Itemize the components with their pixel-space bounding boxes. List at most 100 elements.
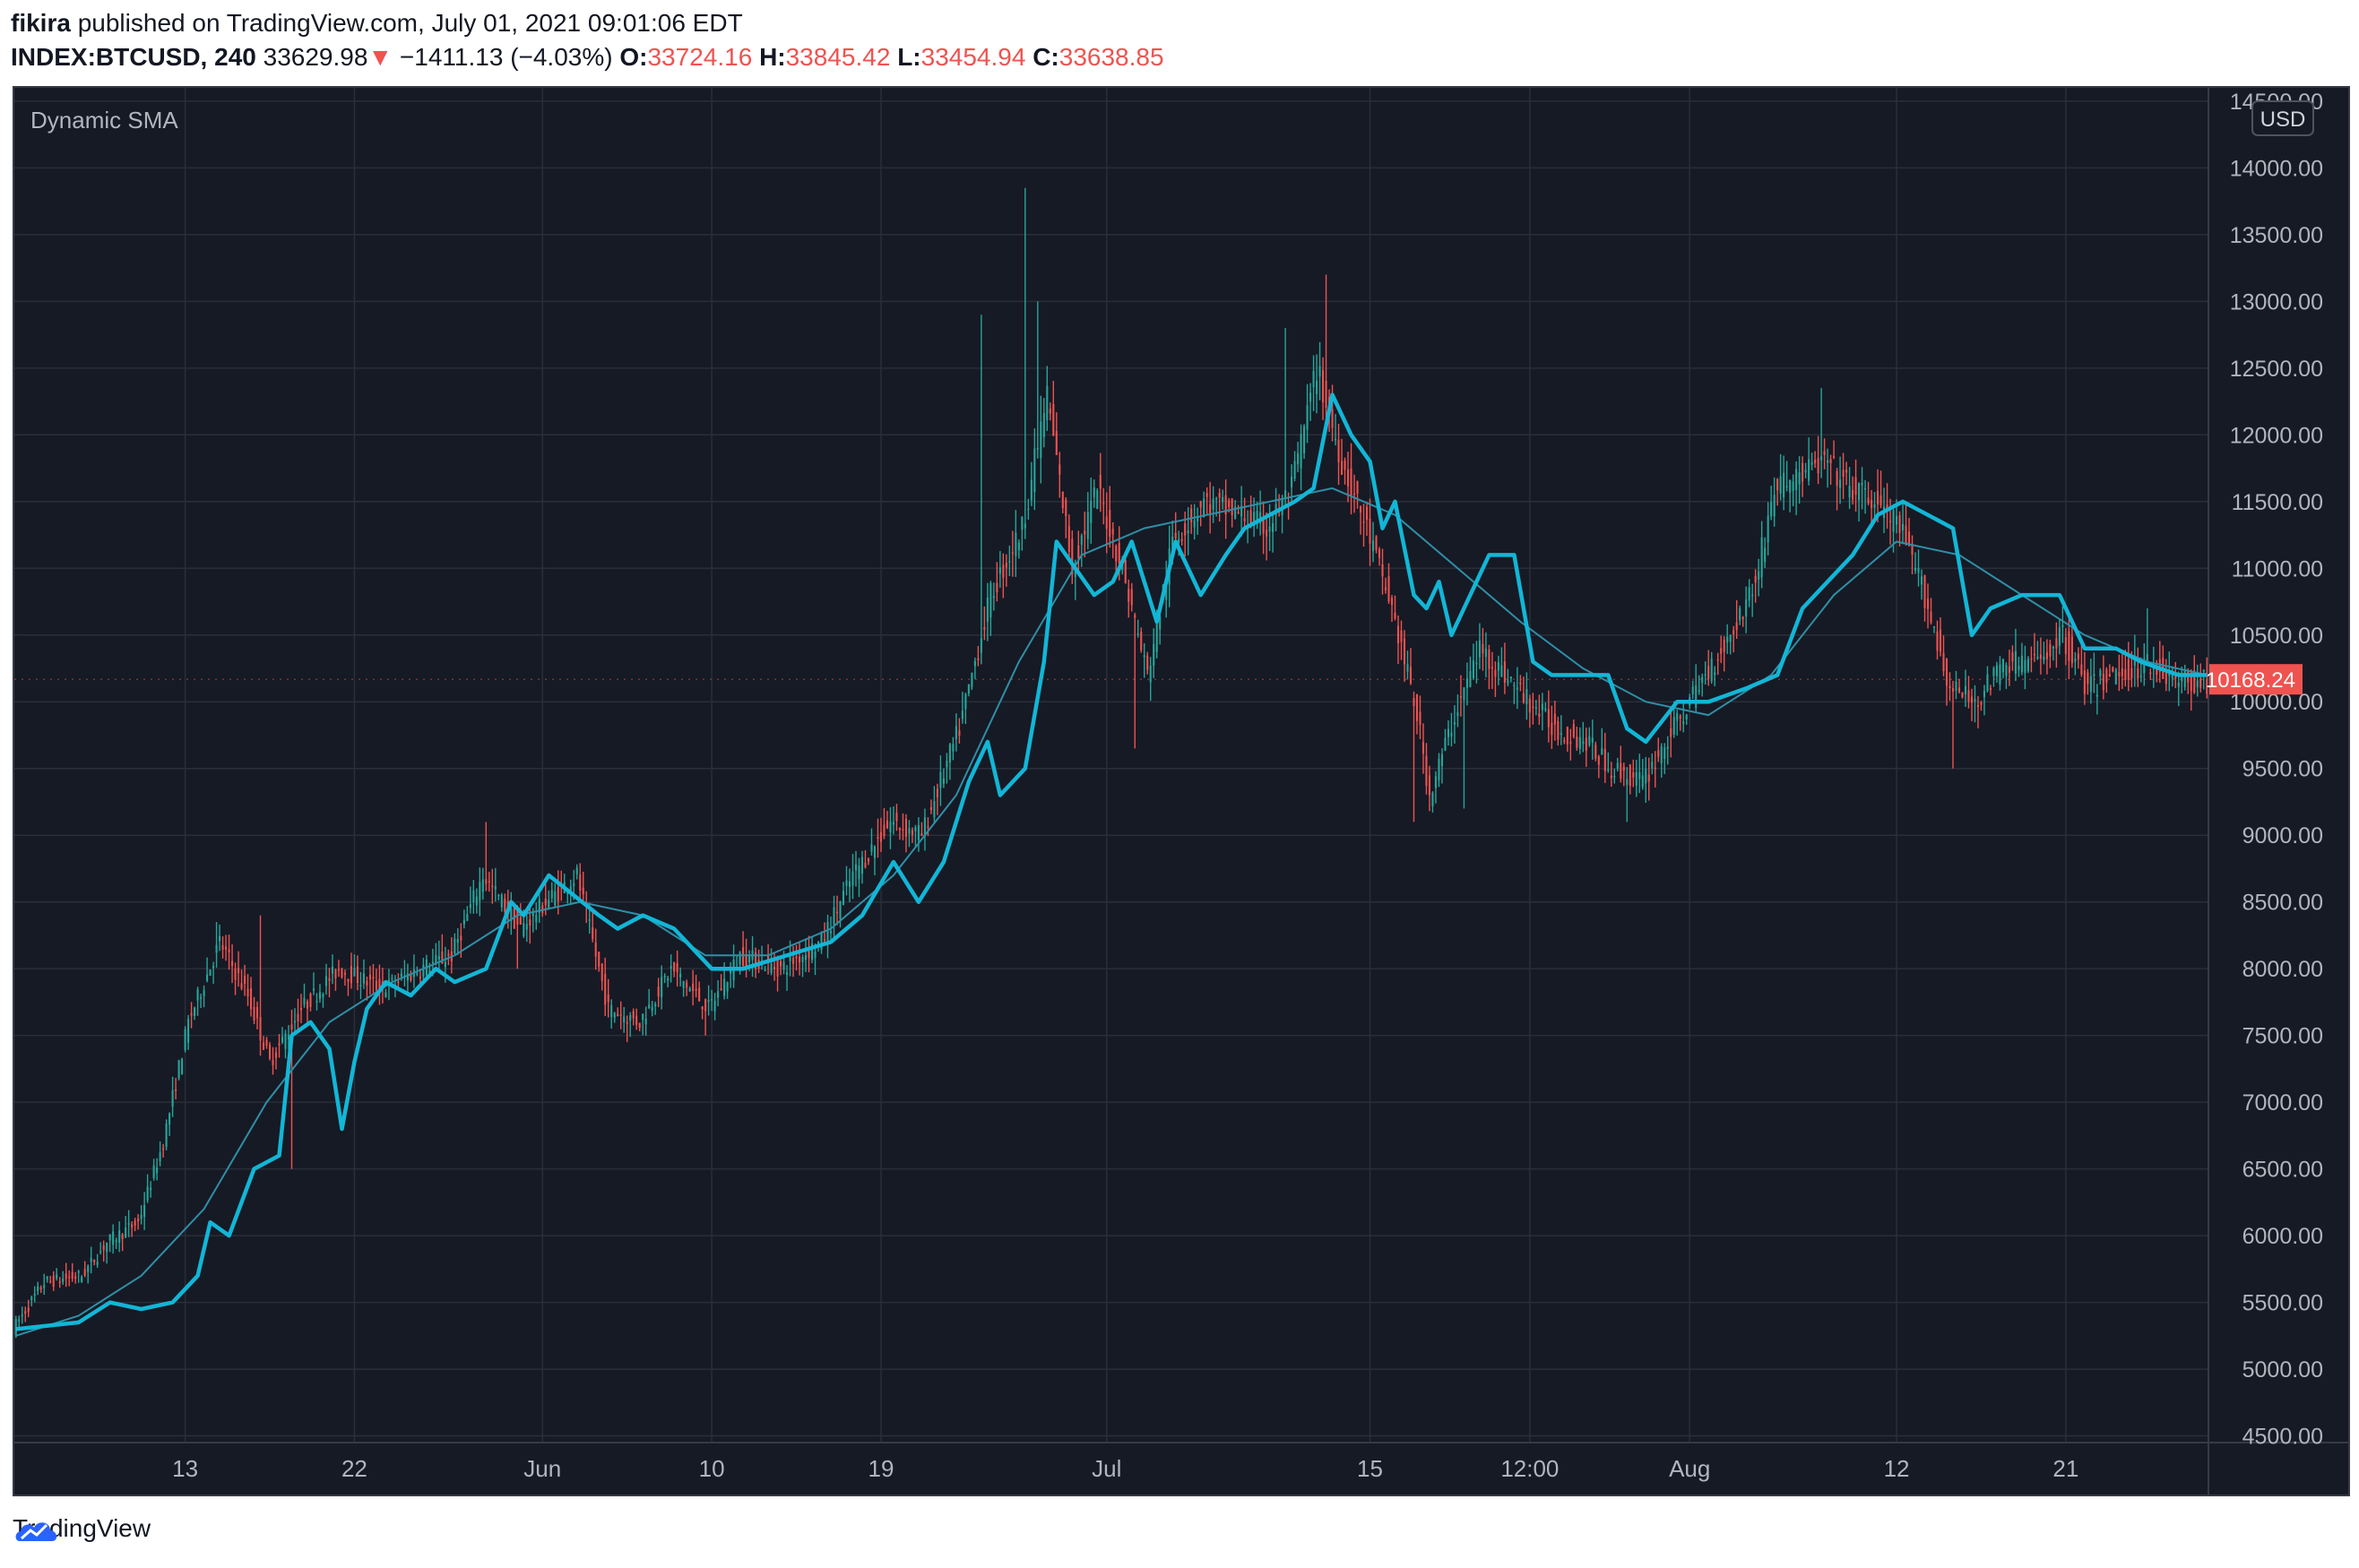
candle-body bbox=[281, 1036, 284, 1043]
candle-body bbox=[1077, 545, 1080, 559]
candle-body bbox=[1128, 588, 1130, 602]
candle-body bbox=[992, 596, 995, 599]
candle-body bbox=[2008, 666, 2010, 673]
candle-body bbox=[184, 1029, 186, 1051]
candle-body bbox=[867, 858, 870, 862]
candle-body bbox=[410, 974, 412, 980]
candle-body bbox=[2165, 670, 2167, 685]
candle-body bbox=[1293, 461, 1296, 479]
candle-body bbox=[651, 1006, 653, 1012]
price-chart[interactable]: 4500.00 5000.00 5500.00 6000.00 6500.00 7000.… bbox=[14, 88, 2348, 1495]
candle-body bbox=[713, 1000, 716, 1012]
candle-body bbox=[1871, 500, 1873, 509]
candle-body bbox=[1316, 380, 1318, 394]
candle-body bbox=[491, 885, 494, 887]
candle-body bbox=[1118, 543, 1120, 564]
candle-body bbox=[523, 923, 525, 937]
candle-body bbox=[1733, 630, 1735, 634]
candle-body bbox=[929, 806, 932, 811]
candle-body bbox=[1616, 762, 1619, 769]
candle-body bbox=[2074, 659, 2077, 662]
price-tick-label: 7500.00 bbox=[2242, 1024, 2323, 1049]
candle-body bbox=[1049, 409, 1051, 414]
candle-body bbox=[231, 961, 234, 967]
candle-body bbox=[1352, 493, 1356, 495]
candle-body bbox=[2001, 659, 2004, 673]
candle-body bbox=[2089, 676, 2092, 693]
candle-body bbox=[908, 828, 911, 834]
candle-body bbox=[1748, 587, 1750, 601]
candle-body bbox=[1130, 589, 1133, 606]
candle-body bbox=[1657, 750, 1660, 757]
candle-body bbox=[720, 988, 722, 991]
candle-body bbox=[2118, 672, 2121, 677]
candle-body bbox=[1638, 771, 1641, 780]
tradingview-footer[interactable]: TradingView bbox=[13, 1514, 151, 1543]
candle-body bbox=[337, 969, 341, 971]
open-value: 33724.16 bbox=[647, 43, 753, 71]
candle-body bbox=[2011, 651, 2014, 661]
candle-body bbox=[1920, 576, 1923, 585]
candle-body bbox=[1396, 625, 1400, 643]
candle-body bbox=[1071, 538, 1074, 574]
candle-body bbox=[1105, 516, 1108, 530]
candle-body bbox=[1776, 478, 1779, 491]
currency-badge[interactable] bbox=[2251, 100, 2314, 136]
candle-body bbox=[2026, 659, 2029, 672]
candle-body bbox=[1428, 775, 1431, 796]
candle-body bbox=[1547, 709, 1550, 728]
candle-body bbox=[550, 890, 553, 899]
candle-body bbox=[1949, 685, 1951, 689]
candle-body bbox=[2020, 655, 2023, 673]
candle-body bbox=[1942, 652, 1945, 672]
candle-body bbox=[1190, 508, 1193, 522]
candle-body bbox=[617, 1013, 619, 1017]
candle-body bbox=[118, 1230, 121, 1244]
candle-body bbox=[670, 966, 672, 969]
candle-body bbox=[456, 939, 459, 943]
time-tick-label: Jul bbox=[1092, 1455, 1121, 1482]
candle-body bbox=[274, 1052, 278, 1058]
candle-body bbox=[1961, 692, 1964, 698]
candle-body bbox=[2018, 666, 2020, 670]
candle-body bbox=[1065, 499, 1067, 517]
candle-body bbox=[942, 778, 945, 784]
candle-body bbox=[1710, 659, 1713, 682]
candle-body bbox=[1491, 667, 1493, 669]
candle-body bbox=[1346, 469, 1350, 487]
last-price-badge bbox=[2209, 664, 2303, 695]
chart-frame[interactable]: 4500.00 5000.00 5500.00 6000.00 6500.00 7000.… bbox=[13, 86, 2350, 1496]
candle-body bbox=[312, 988, 315, 991]
price-axis[interactable]: 4500.00 5000.00 5500.00 6000.00 6500.00 7000.… bbox=[2230, 90, 2323, 1450]
candle-body bbox=[1197, 515, 1199, 521]
candle-body bbox=[1253, 512, 1256, 527]
candle-body bbox=[986, 597, 989, 622]
author-name[interactable]: fikira bbox=[11, 9, 71, 37]
candle-body bbox=[1409, 667, 1413, 685]
candle-body bbox=[1995, 665, 1998, 676]
candle-body bbox=[1764, 547, 1767, 563]
candle-body bbox=[479, 882, 481, 901]
indicator-label[interactable]: Dynamic SMA bbox=[30, 107, 178, 134]
candle-body bbox=[1741, 616, 1744, 619]
candle-body bbox=[1563, 740, 1566, 742]
candle-body bbox=[1497, 662, 1499, 671]
candle-body bbox=[1403, 638, 1406, 665]
candle-body bbox=[475, 896, 478, 906]
candle-body bbox=[56, 1274, 58, 1279]
candle-body bbox=[1553, 713, 1556, 725]
candle-body bbox=[955, 726, 957, 739]
candle-body bbox=[206, 974, 209, 981]
time-axis[interactable]: 13 22 Jun 10 19 Jul 15 12:00 Aug 12 21 bbox=[172, 1455, 2078, 1482]
dynamic-sma-line bbox=[15, 392, 2208, 1331]
candle-body bbox=[190, 1012, 193, 1016]
candle-body bbox=[1666, 746, 1669, 749]
candle-body bbox=[594, 942, 597, 957]
candle-body bbox=[1892, 510, 1895, 532]
candle-body bbox=[1203, 498, 1205, 518]
candle-body bbox=[544, 898, 547, 906]
candle-body bbox=[1714, 672, 1716, 676]
candle-body bbox=[460, 935, 462, 941]
candle-body bbox=[1165, 582, 1168, 600]
candle-body bbox=[529, 919, 531, 926]
